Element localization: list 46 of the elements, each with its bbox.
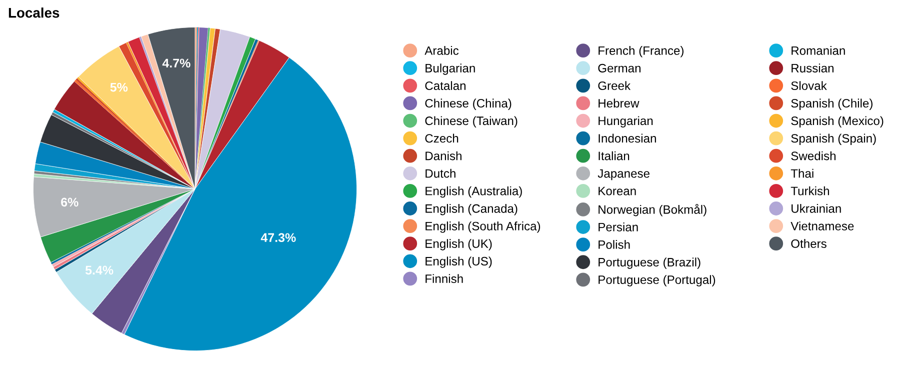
legend-label: Spanish (Mexico) — [791, 116, 884, 128]
legend-label: English (UK) — [426, 239, 492, 250]
legend-label: Turkish — [790, 186, 829, 196]
legend-label: Indonesian — [598, 134, 656, 143]
legend-label: Dutch — [426, 168, 456, 178]
legend-label: Catalan — [425, 81, 466, 90]
data-label: 4.7% — [162, 58, 190, 68]
legend-label: Others — [791, 239, 826, 248]
legend-label: English (US) — [426, 256, 492, 268]
data-label: 5% — [110, 82, 128, 92]
chart-title: Locales — [8, 8, 60, 18]
legend-label: Italian — [598, 151, 630, 160]
legend-label: Bulgarian — [426, 64, 475, 75]
legend-label: French (France) — [598, 46, 684, 58]
data-label: 6% — [61, 198, 78, 207]
legend-label: Portuguese (Portugal) — [598, 275, 716, 286]
legend-label: English (Australia) — [426, 186, 522, 198]
legend-label: Hungarian — [598, 116, 653, 128]
legend-label: Hebrew — [598, 98, 640, 108]
legend-label: English (Canada) — [426, 204, 518, 216]
legend-label: Korean — [598, 186, 636, 196]
legend-label: English (South Africa) — [426, 222, 540, 233]
legend-label: Portuguese (Brazil) — [598, 258, 700, 269]
legend-label: Finnish — [426, 274, 463, 284]
data-label: 5.4% — [85, 266, 114, 275]
legend-label: Polish — [598, 240, 630, 249]
legend-label: Norwegian (Bokmål) — [598, 204, 706, 216]
legend-label: Swedish — [791, 151, 836, 160]
legend-label: Slovak — [791, 81, 827, 90]
legend-label: Chinese (Taiwan) — [425, 116, 518, 128]
legend-label: German — [598, 64, 640, 72]
legend-label: Czech — [425, 134, 458, 143]
legend-label: Ukrainian — [792, 204, 841, 213]
legend-label: Spanish (Chile) — [791, 98, 872, 110]
legend-label: Thai — [790, 168, 814, 178]
legend-label: Chinese (China) — [425, 98, 512, 110]
legend-label: Spanish (Spain) — [791, 134, 876, 146]
data-label: 47.3% — [260, 233, 296, 242]
legend-label: Russian — [792, 64, 834, 72]
legend-label: Danish — [426, 151, 462, 160]
legend-label: Japanese — [598, 169, 650, 180]
legend-label: Vietnamese — [790, 222, 854, 230]
legend-label: Arabic — [424, 46, 459, 55]
legend-label: Greek — [598, 81, 631, 90]
legend-label: Romanian — [792, 46, 845, 55]
legend-label: Persian — [598, 222, 638, 232]
